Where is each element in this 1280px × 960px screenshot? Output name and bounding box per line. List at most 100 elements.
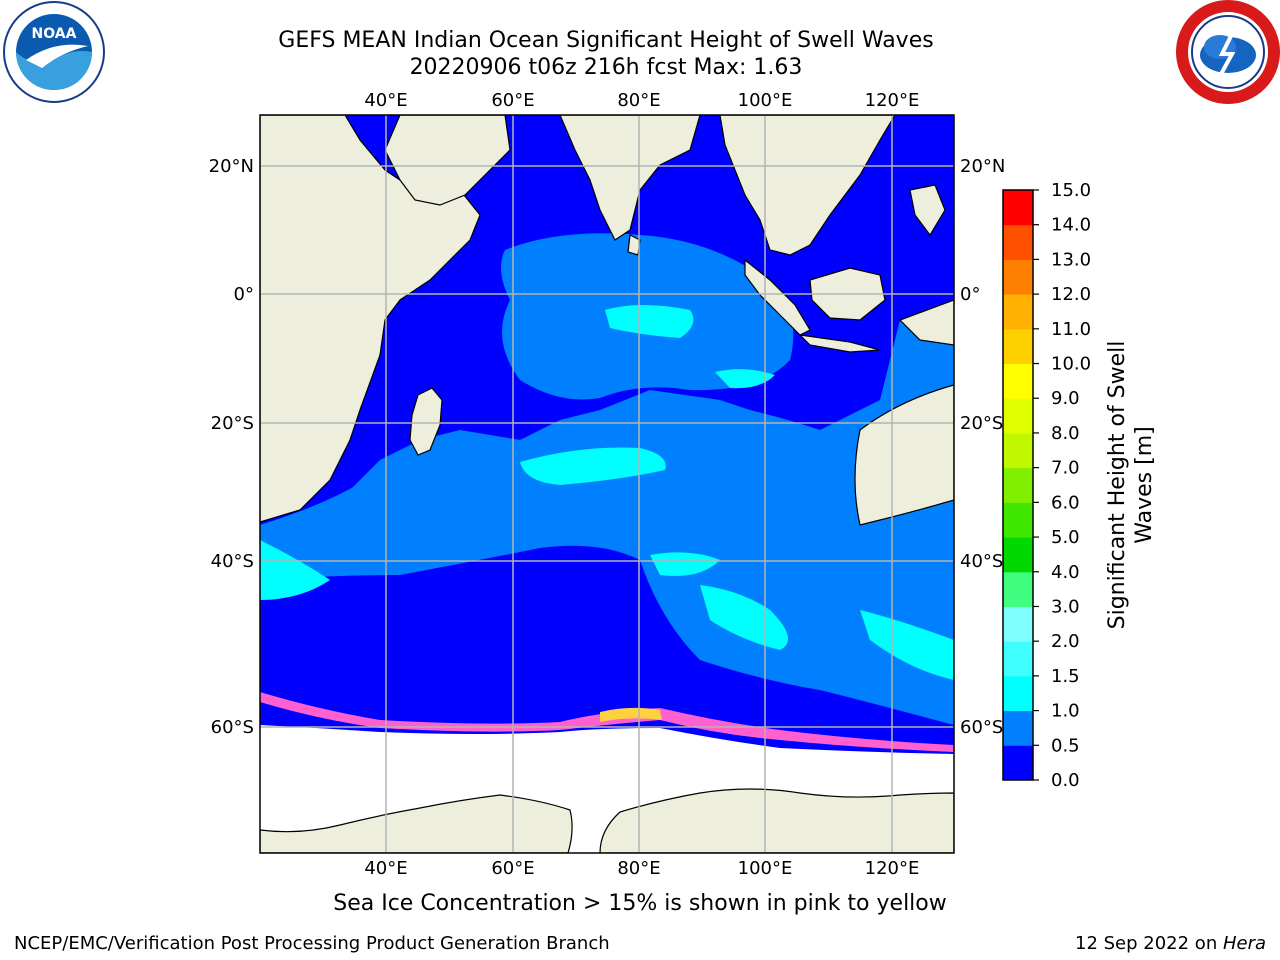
colorbar-ticks: 15.0 14.0 13.0 12.0 11.0 10.0 9.0 8.0 7.0 6.0 5.0 4…	[1033, 180, 1091, 791]
colorbar-tick-label: 15.0	[1051, 180, 1091, 201]
colorbar-tick-label: 13.0	[1051, 249, 1091, 270]
lon-label-top: 120°E	[865, 90, 920, 111]
lon-label-top: 60°E	[491, 90, 534, 111]
antarctica	[260, 794, 573, 853]
colorbar-segment	[1003, 606, 1033, 642]
lat-label-right: 20°S	[960, 413, 1003, 434]
cyan-patch-south1	[700, 585, 788, 650]
colorbar-segment	[1003, 675, 1033, 712]
cyan-patch-east	[715, 369, 775, 389]
africa	[260, 115, 481, 523]
colorbar-tick-label: 1.0	[1051, 701, 1080, 722]
cyan-patch-south2	[860, 610, 954, 680]
colorbar-tick-label: 12.0	[1051, 284, 1091, 305]
australia	[854, 384, 954, 526]
colorbar-label-line2: Waves [m]	[1132, 426, 1157, 543]
bottom-lon-labels: 40°E 60°E 80°E 100°E 120°E	[364, 858, 919, 879]
map-subtitle: 20220906 t06z 216h fcst Max: 1.63	[409, 55, 803, 80]
colorbar-tick-label: 14.0	[1051, 215, 1091, 236]
credit-host: Hera	[1222, 933, 1266, 954]
philippines	[909, 184, 946, 237]
lon-label-bottom: 100°E	[738, 858, 793, 879]
colorbar-tick-label: 5.0	[1051, 527, 1080, 548]
colorbar-tick-label: 8.0	[1051, 423, 1080, 444]
colorbar-segment	[1003, 190, 1033, 226]
land	[260, 115, 954, 853]
antarctica-east	[599, 788, 954, 853]
lat-label-right: 40°S	[960, 551, 1003, 572]
colorbar-tick-label: 7.0	[1051, 458, 1080, 479]
colorbar-segment	[1003, 571, 1033, 607]
colorbar-label: Significant Height of Swell Waves [m]	[1105, 341, 1157, 630]
deep-south-band	[260, 545, 954, 760]
colorbar-segment	[1003, 537, 1033, 573]
mid-southwest-area	[260, 395, 954, 580]
credit-right: 12 Sep 2022 on Hera	[1075, 933, 1266, 954]
lon-label-bottom: 60°E	[491, 858, 534, 879]
colorbar-tick-label: 0.5	[1051, 735, 1080, 756]
colorbar	[1002, 189, 1034, 781]
colorbar-segment	[1003, 641, 1033, 677]
mid-south-patch	[260, 540, 330, 600]
lon-label-bottom: 80°E	[617, 858, 660, 879]
colorbar-segment	[1003, 745, 1033, 781]
svg-text:NOAA: NOAA	[32, 26, 77, 42]
nws-logo	[1176, 0, 1280, 104]
colorbar-tick-label: 4.0	[1051, 562, 1080, 583]
colorbar-segment	[1003, 224, 1033, 260]
colorbar-tick-label: 6.0	[1051, 492, 1080, 513]
lon-label-top: 100°E	[738, 90, 793, 111]
lat-label-right: 0°	[960, 284, 980, 305]
colorbar-tick-label: 1.5	[1051, 666, 1080, 687]
colorbar-tick-label: 10.0	[1051, 354, 1091, 375]
india	[559, 115, 701, 241]
lon-label-bottom: 120°E	[865, 858, 920, 879]
lat-label-left: 20°S	[211, 413, 254, 434]
java	[798, 334, 881, 353]
colorbar-segment	[1003, 259, 1033, 295]
arabia	[384, 115, 511, 206]
colorbar-segment	[1003, 432, 1033, 469]
colorbar-frame	[1002, 189, 1034, 781]
sea-ice-caption: Sea Ice Concentration > 15% is shown in …	[333, 891, 947, 916]
indochina	[719, 115, 896, 256]
cyan-patch-equator	[605, 305, 694, 338]
lon-label-top: 40°E	[364, 90, 407, 111]
colorbar-tick-label: 0.0	[1051, 770, 1080, 791]
lon-label-bottom: 40°E	[364, 858, 407, 879]
map-frame	[259, 114, 955, 854]
lat-label-right: 60°S	[960, 717, 1003, 738]
lat-label-left: 60°S	[211, 717, 254, 738]
lat-label-left: 40°S	[211, 551, 254, 572]
colorbar-segment	[1003, 710, 1033, 746]
colorbar-segment	[1003, 363, 1033, 399]
colorbar-segment	[1003, 294, 1033, 330]
colorbar-segment	[1003, 398, 1033, 434]
lon-label-top: 80°E	[617, 90, 660, 111]
colorbar-segment	[1003, 502, 1033, 538]
credit-date: 12 Sep 2022 on	[1075, 933, 1223, 954]
credit-left: NCEP/EMC/Verification Post Processing Pr…	[14, 933, 610, 954]
colorbar-tick-label: 9.0	[1051, 388, 1080, 409]
colorbar-label-line1: Significant Height of Swell	[1105, 341, 1130, 630]
sri-lanka	[627, 234, 641, 256]
sea-ice-edge	[260, 692, 954, 752]
lat-label-right: 20°N	[960, 156, 1005, 177]
sea-ice-yellow	[600, 707, 662, 722]
gridlines	[260, 115, 954, 853]
lat-label-left: 0°	[234, 284, 254, 305]
colorbar-segment	[1003, 467, 1033, 503]
map-plot-area	[260, 115, 954, 853]
map-title: GEFS MEAN Indian Ocean Significant Heigh…	[278, 28, 934, 53]
top-lon-labels: 40°E 60°E 80°E 100°E 120°E	[364, 90, 919, 111]
noaa-logo: NOAA	[3, 1, 105, 103]
new-guinea	[898, 299, 954, 346]
right-lat-labels: 20°N 0° 20°S 40°S 60°S	[960, 156, 1005, 738]
cyan-patch-central	[520, 447, 666, 485]
left-lat-labels: 20°N 0° 20°S 40°S 60°S	[209, 156, 254, 738]
lat-label-left: 20°N	[209, 156, 254, 177]
cyan-patch-south3	[650, 552, 720, 576]
colorbar-tick-label: 11.0	[1051, 319, 1091, 340]
colorbar-segment	[1003, 328, 1033, 365]
